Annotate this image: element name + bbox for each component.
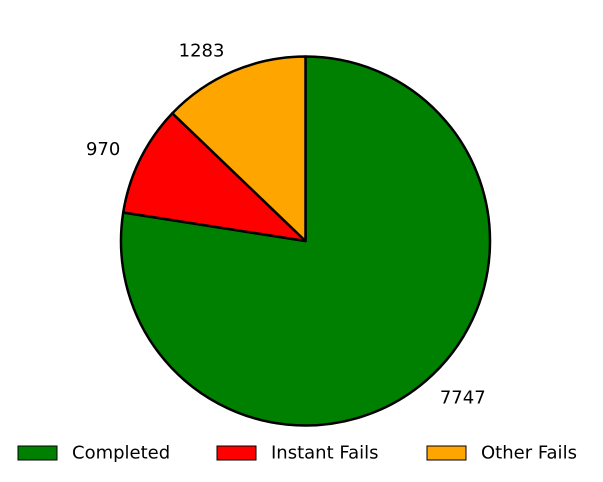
pie-slices xyxy=(119,55,492,427)
legend-item-other-fails: Other Fails xyxy=(426,443,577,464)
pie-value-label-instant-fails: 970 xyxy=(86,139,120,160)
legend-swatch-other-fails xyxy=(426,445,467,461)
legend-item-instant-fails: Instant Fails xyxy=(216,443,378,464)
legend-item-completed: Completed xyxy=(17,443,170,464)
pie-slice-instant-fails xyxy=(121,112,307,243)
legend-label-completed: Completed xyxy=(72,443,170,464)
legend: Completed Instant Fails Other Fails xyxy=(17,443,577,464)
pie-slice-other-fails xyxy=(171,55,307,243)
pie-value-label-other-fails: 1283 xyxy=(179,40,225,61)
pie-value-labels: 7747 970 1283 xyxy=(86,40,486,408)
legend-label-instant-fails: Instant Fails xyxy=(271,443,378,464)
legend-swatch-completed xyxy=(17,445,58,461)
legend-label-other-fails: Other Fails xyxy=(481,443,577,464)
pie-value-label-completed: 7747 xyxy=(440,388,486,409)
legend-swatch-instant-fails xyxy=(216,445,257,461)
